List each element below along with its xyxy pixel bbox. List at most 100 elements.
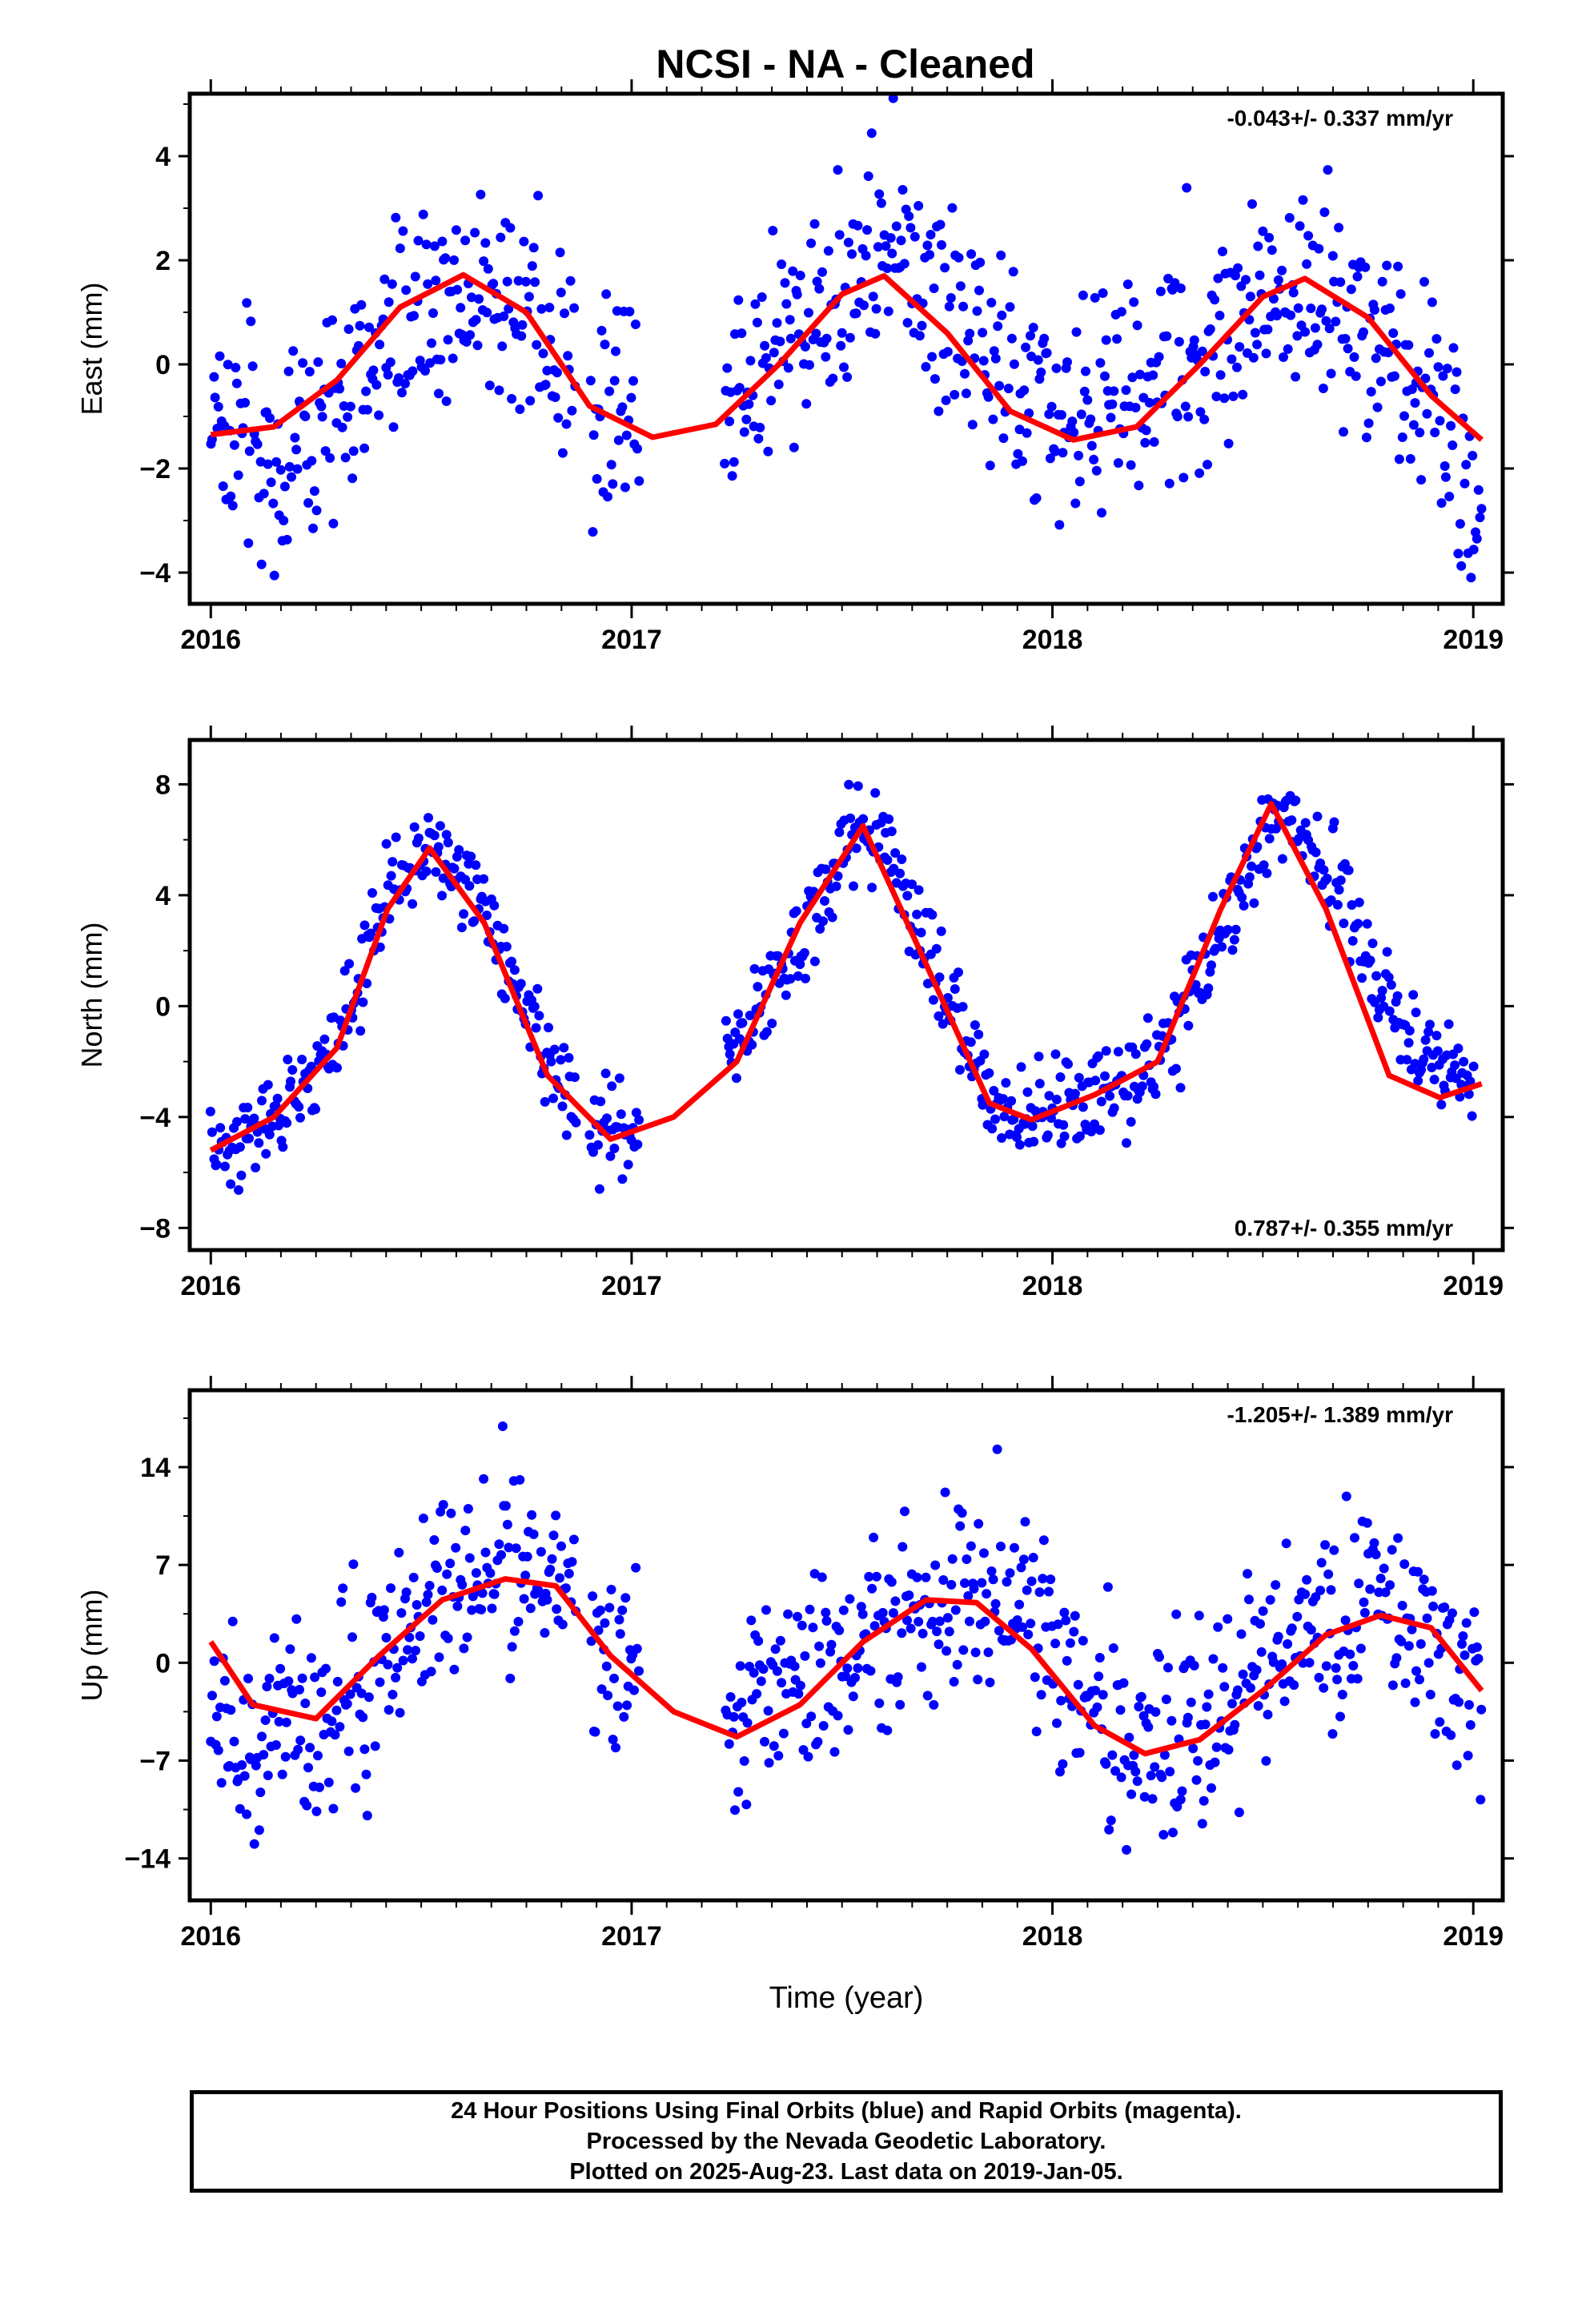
data-point	[833, 871, 843, 881]
data-point	[567, 405, 577, 416]
data-point	[857, 1609, 868, 1619]
data-point	[992, 1444, 1002, 1454]
y-tick-label: 4	[155, 142, 171, 172]
data-point	[1051, 363, 1062, 373]
data-point	[1191, 1775, 1202, 1785]
data-point	[1419, 276, 1429, 287]
data-point	[1232, 362, 1242, 372]
data-point	[730, 1805, 740, 1815]
data-point	[251, 1760, 261, 1771]
data-point	[1026, 1618, 1036, 1629]
data-point	[940, 263, 950, 273]
data-point	[902, 1615, 912, 1626]
data-point	[834, 1625, 845, 1635]
data-point	[424, 1581, 435, 1590]
data-point	[834, 827, 845, 838]
data-point	[828, 373, 838, 384]
data-point	[263, 1771, 273, 1780]
data-point	[845, 1594, 855, 1604]
data-point	[1162, 331, 1172, 341]
data-point	[881, 241, 891, 251]
data-point	[499, 923, 509, 934]
data-point	[1415, 1638, 1426, 1649]
data-point	[1076, 409, 1086, 420]
data-point	[1079, 386, 1090, 396]
data-point	[1293, 303, 1303, 313]
data-point	[600, 1068, 611, 1079]
data-point	[1466, 573, 1476, 583]
data-point	[437, 236, 448, 247]
data-point	[1321, 316, 1331, 326]
data-point	[1154, 352, 1164, 362]
data-point	[871, 304, 881, 314]
data-point	[1245, 292, 1255, 302]
data-point	[1109, 1103, 1119, 1113]
data-point	[1361, 432, 1371, 443]
data-point	[883, 306, 893, 316]
up-points	[206, 1421, 1487, 1855]
data-point	[1069, 428, 1079, 437]
data-point	[1193, 1755, 1203, 1766]
data-point	[1300, 1589, 1311, 1599]
data-point	[1003, 384, 1014, 394]
data-point	[504, 1542, 514, 1553]
data-point	[1252, 340, 1263, 350]
data-point	[1369, 1538, 1379, 1548]
data-point	[437, 891, 447, 901]
data-point	[1188, 1743, 1199, 1754]
data-point	[446, 1508, 456, 1518]
data-point	[1074, 450, 1084, 460]
data-point	[1161, 1695, 1171, 1704]
data-point	[552, 368, 562, 378]
data-point	[1384, 1006, 1395, 1016]
data-point	[1375, 376, 1386, 387]
data-point	[1457, 1638, 1467, 1649]
data-point	[1319, 1683, 1329, 1693]
data-point	[1065, 1638, 1075, 1648]
data-point	[391, 832, 401, 842]
data-point	[236, 1170, 247, 1180]
data-point	[1351, 371, 1361, 381]
data-point	[420, 366, 430, 376]
data-point	[1102, 1582, 1113, 1592]
data-point	[722, 363, 733, 373]
data-point	[295, 1684, 304, 1695]
data-point	[319, 1034, 330, 1044]
data-point	[1100, 1071, 1110, 1081]
data-point	[254, 1825, 264, 1835]
data-point	[484, 380, 495, 391]
data-point	[806, 238, 817, 248]
data-point	[509, 1626, 520, 1636]
north-points	[205, 779, 1479, 1195]
data-point	[820, 896, 829, 906]
up-fit-curve	[208, 1576, 1484, 1757]
data-point	[264, 1674, 275, 1683]
data-point	[451, 1542, 461, 1553]
data-point	[886, 826, 897, 837]
data-point	[553, 412, 564, 423]
data-point	[431, 275, 441, 286]
data-point	[1078, 1102, 1088, 1112]
data-point	[1332, 1675, 1343, 1685]
data-point	[1006, 1096, 1017, 1106]
data-point	[1473, 485, 1484, 495]
data-point	[1127, 372, 1138, 383]
data-point	[465, 330, 476, 340]
data-point	[813, 1737, 823, 1747]
data-point	[987, 1124, 998, 1134]
data-point	[560, 1583, 571, 1594]
data-point	[1360, 262, 1371, 272]
data-point	[596, 1684, 607, 1695]
data-point	[265, 413, 275, 423]
data-point	[497, 1421, 508, 1431]
data-point	[773, 380, 784, 389]
data-point	[1373, 1012, 1383, 1023]
data-point	[564, 1052, 574, 1063]
data-point	[1107, 399, 1118, 409]
data-point	[386, 1583, 396, 1594]
data-point	[814, 283, 825, 294]
data-point	[1022, 1585, 1032, 1595]
data-point	[1150, 1089, 1161, 1100]
data-point	[1134, 480, 1144, 491]
